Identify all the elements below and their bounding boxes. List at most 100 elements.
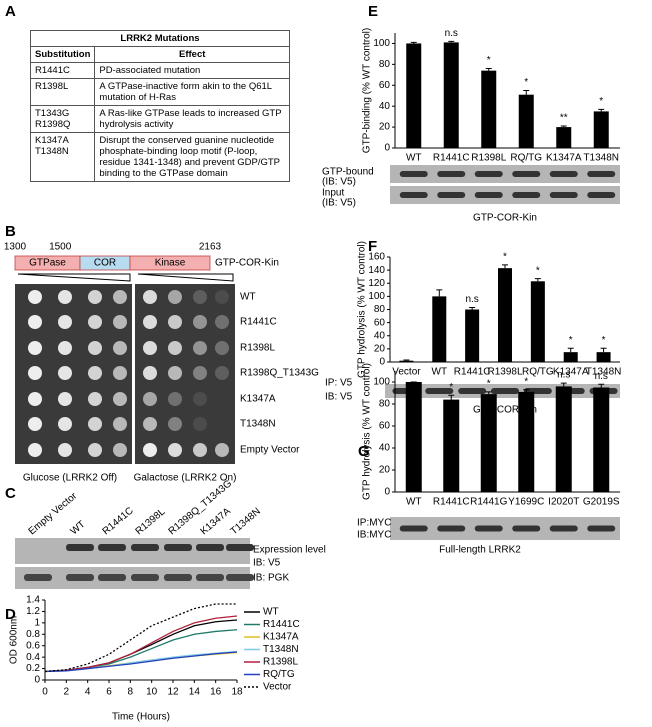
bar [432,296,447,362]
yeast-spot [88,392,102,406]
blot-band [512,171,541,177]
bar [465,309,480,362]
yeast-spot [143,315,157,329]
x-tick-label: 0 [42,687,48,698]
domain-label: COR [94,258,116,269]
construct-label: GTP-COR-Kin [215,258,279,269]
substitution-cell: T1343G R1398Q [29,105,96,133]
yeast-spot [113,392,127,406]
significance-label: n.s [557,370,570,381]
substitution-cell: K1347A T1348N [29,132,96,182]
panel-letter: B [5,223,16,240]
error-bar [403,359,410,361]
series-line [44,619,238,673]
yeast-spot [215,341,229,355]
bar [596,352,611,362]
substitution: R1441C [35,65,70,76]
legend-label: K1347A [263,632,299,643]
x-tick-label: Vector [392,367,421,378]
blot-band [512,192,541,198]
x-tick-label: K1347A [553,367,589,378]
yeast-spot [113,443,127,457]
significance-label: * [602,335,606,346]
series-line [44,629,238,673]
error-bar [469,307,476,310]
mutation-table: LRRK2 Mutations Substitution Effect R1441C P… [29,30,290,182]
y-tick-label: 1.4 [26,595,40,606]
error-bar [534,278,541,282]
effect-cell: Disrupt the conserved guanine nucleotide… [94,132,290,182]
yeast-spot [168,443,182,457]
bar [498,268,512,362]
yeast-spot [88,417,102,431]
yeast-spot [28,315,42,329]
yeast-spot [28,366,42,380]
yeast-spot [58,341,72,355]
bar [481,70,497,148]
significance-label: * [599,96,603,107]
significance-label: * [503,252,507,263]
significance-label: * [524,77,528,88]
yeast-spot [193,392,207,406]
bar [443,42,459,149]
significance-label: n.s [595,371,608,382]
blot-band [474,525,503,532]
domain-position: 1500 [49,242,72,253]
significance-label: n.s [465,294,478,305]
blot-label: (IB: V5) [322,198,356,209]
y-tick-label: 100 [373,377,390,388]
substitution: K1347A [35,135,69,146]
blot-band [474,192,503,198]
y-tick-label: 80 [379,59,391,70]
x-tick-label: 16 [210,687,222,698]
y-tick-label: 20 [374,344,386,355]
effect-cell: A GTPase-inactive form akin to the Q61L … [94,78,290,106]
yeast-spot [58,417,72,431]
yeast-spot [193,366,207,380]
yeast-spot [143,443,157,457]
bar [593,111,609,148]
legend-label: T1348N [263,644,299,655]
domain-position: 2163 [199,242,222,253]
blot-band [226,544,254,551]
strain-label: WT [240,292,256,303]
bar [406,43,422,148]
blot-band [549,525,578,532]
blot-band [437,171,466,177]
y-tick-label: 80 [374,304,386,315]
blot-label: Expression level [253,545,326,556]
blot-strip [390,165,620,183]
error-bar [523,389,530,392]
significance-label: * [487,55,491,66]
x-tick-label: 14 [189,687,201,698]
y-tick-label: 0.4 [26,652,40,663]
blot-band [24,574,52,581]
legend-label: WT [263,607,279,618]
blot-band [549,171,578,177]
yeast-spot [168,417,182,431]
y-tick-label: 0.6 [26,640,40,651]
x-tick-label: WT [406,153,422,164]
y-tick-label: 40 [374,330,386,341]
x-tick-label: R1441C [433,153,470,164]
condition-label: Glucose (LRRK2 Off) [23,473,117,484]
blot-band [131,574,159,581]
yeast-spot [88,341,102,355]
domain-position: 1300 [4,242,27,253]
yeast-spot [28,290,42,304]
x-tick-label: 4 [85,687,91,698]
substitution: T1348N [35,146,69,157]
condition-label: Galactose (LRRK2 On) [134,473,237,484]
significance-label: * [487,379,491,390]
blot-caption: GTP-COR-Kin [473,405,537,416]
yeast-spot [215,443,229,457]
error-bar [448,394,455,400]
yeast-spot [215,417,229,431]
error-bar [560,382,567,387]
blot-label: IB: PGK [253,573,289,584]
yeast-spot [58,290,72,304]
x-tick-label: T1348N [586,367,622,378]
legend-label: R1441C [263,619,300,630]
blot-label: IB:MYC [357,530,391,541]
